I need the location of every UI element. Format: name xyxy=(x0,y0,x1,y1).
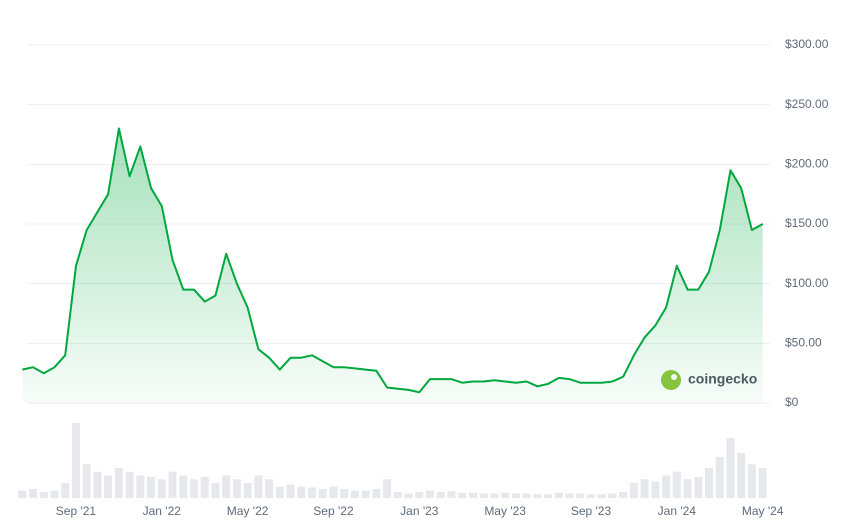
price-line xyxy=(22,127,764,394)
volume-bar xyxy=(479,493,488,498)
volume-bar xyxy=(147,477,156,498)
volume-bar xyxy=(586,494,595,498)
volume-bar xyxy=(93,471,102,498)
volume-bar xyxy=(104,475,113,498)
volume-bar xyxy=(265,479,274,498)
y-tick-label: $0 xyxy=(785,395,799,409)
volume-bar xyxy=(447,491,456,498)
volume-bar xyxy=(61,483,70,498)
volume-bar xyxy=(458,492,467,498)
x-tick-label: Jan '22 xyxy=(143,504,182,518)
volume-bar xyxy=(29,489,38,498)
x-tick-label: Jan '24 xyxy=(658,504,697,518)
volume-bar xyxy=(426,490,435,498)
volume-bar xyxy=(136,475,145,498)
volume-bar xyxy=(71,423,80,498)
x-tick-label: Sep '23 xyxy=(571,504,612,518)
volume-bar xyxy=(372,489,381,498)
volume-bar xyxy=(189,479,198,498)
volume-bar xyxy=(329,486,338,498)
volume-bar xyxy=(597,494,606,498)
volume-bar xyxy=(758,468,767,498)
volume-bar xyxy=(554,492,563,498)
volume-bar xyxy=(576,493,585,498)
volume-bar xyxy=(350,490,359,498)
x-tick-label: May '22 xyxy=(227,504,269,518)
volume-bar xyxy=(726,438,735,498)
volume-bar xyxy=(243,483,252,498)
y-tick-label: $300.00 xyxy=(785,37,829,51)
volume-bar xyxy=(522,493,531,498)
volume-bar xyxy=(436,492,445,498)
volume-bar xyxy=(683,479,692,498)
volume-bar xyxy=(544,494,553,498)
y-tick-label: $50.00 xyxy=(785,336,822,350)
volume-bar xyxy=(629,483,638,498)
volume-bar xyxy=(114,468,123,498)
x-tick-label: Sep '21 xyxy=(56,504,97,518)
volume-bar xyxy=(383,479,392,498)
volume-bar xyxy=(308,487,317,498)
volume-bar xyxy=(50,490,59,498)
volume-bar xyxy=(168,471,177,498)
volume-bar xyxy=(232,479,241,498)
volume-bar xyxy=(340,489,349,498)
volume-bar xyxy=(662,475,671,498)
x-tick-label: May '24 xyxy=(742,504,784,518)
volume-bar xyxy=(501,492,510,498)
volume-bar xyxy=(640,479,649,498)
volume-bar xyxy=(318,489,327,498)
volume-bar xyxy=(415,492,424,498)
y-tick-label: $250.00 xyxy=(785,97,829,111)
volume-bar xyxy=(747,464,756,498)
volume-bar xyxy=(565,493,574,498)
y-tick-label: $100.00 xyxy=(785,276,829,290)
volume-bar xyxy=(286,484,295,498)
volume-bar xyxy=(533,494,542,498)
x-tick-label: Jan '23 xyxy=(400,504,439,518)
volume-bar xyxy=(82,464,91,498)
volume-bar xyxy=(254,475,263,498)
volume-bar xyxy=(297,486,306,498)
volume-bar xyxy=(18,490,27,498)
volume-bar xyxy=(179,475,188,498)
y-tick-label: $200.00 xyxy=(785,157,829,171)
volume-bar xyxy=(39,492,48,498)
x-tick-label: May '23 xyxy=(484,504,526,518)
volume-bar xyxy=(651,481,660,498)
area xyxy=(22,128,763,403)
volume-bar xyxy=(490,493,499,498)
volume-bar xyxy=(211,483,220,498)
volume-bar xyxy=(694,477,703,498)
volume-bar xyxy=(200,477,209,498)
volume-bar xyxy=(275,486,284,498)
volume-bar xyxy=(737,453,746,498)
volume-bar xyxy=(361,490,370,498)
volume-bar xyxy=(672,471,681,498)
volume-bar xyxy=(608,493,617,498)
volume-bar xyxy=(157,479,166,498)
volume-bar xyxy=(705,468,714,498)
volume-bar xyxy=(393,492,402,498)
x-tick-label: Sep '22 xyxy=(313,504,354,518)
volume-bar xyxy=(511,493,520,498)
volume-bar xyxy=(222,475,231,498)
y-tick-label: $150.00 xyxy=(785,216,829,230)
volume-bar xyxy=(619,492,628,498)
volume-bar xyxy=(468,492,477,498)
volume-bar xyxy=(404,493,413,498)
volume-bar xyxy=(125,471,134,498)
volume-bar xyxy=(715,456,724,498)
